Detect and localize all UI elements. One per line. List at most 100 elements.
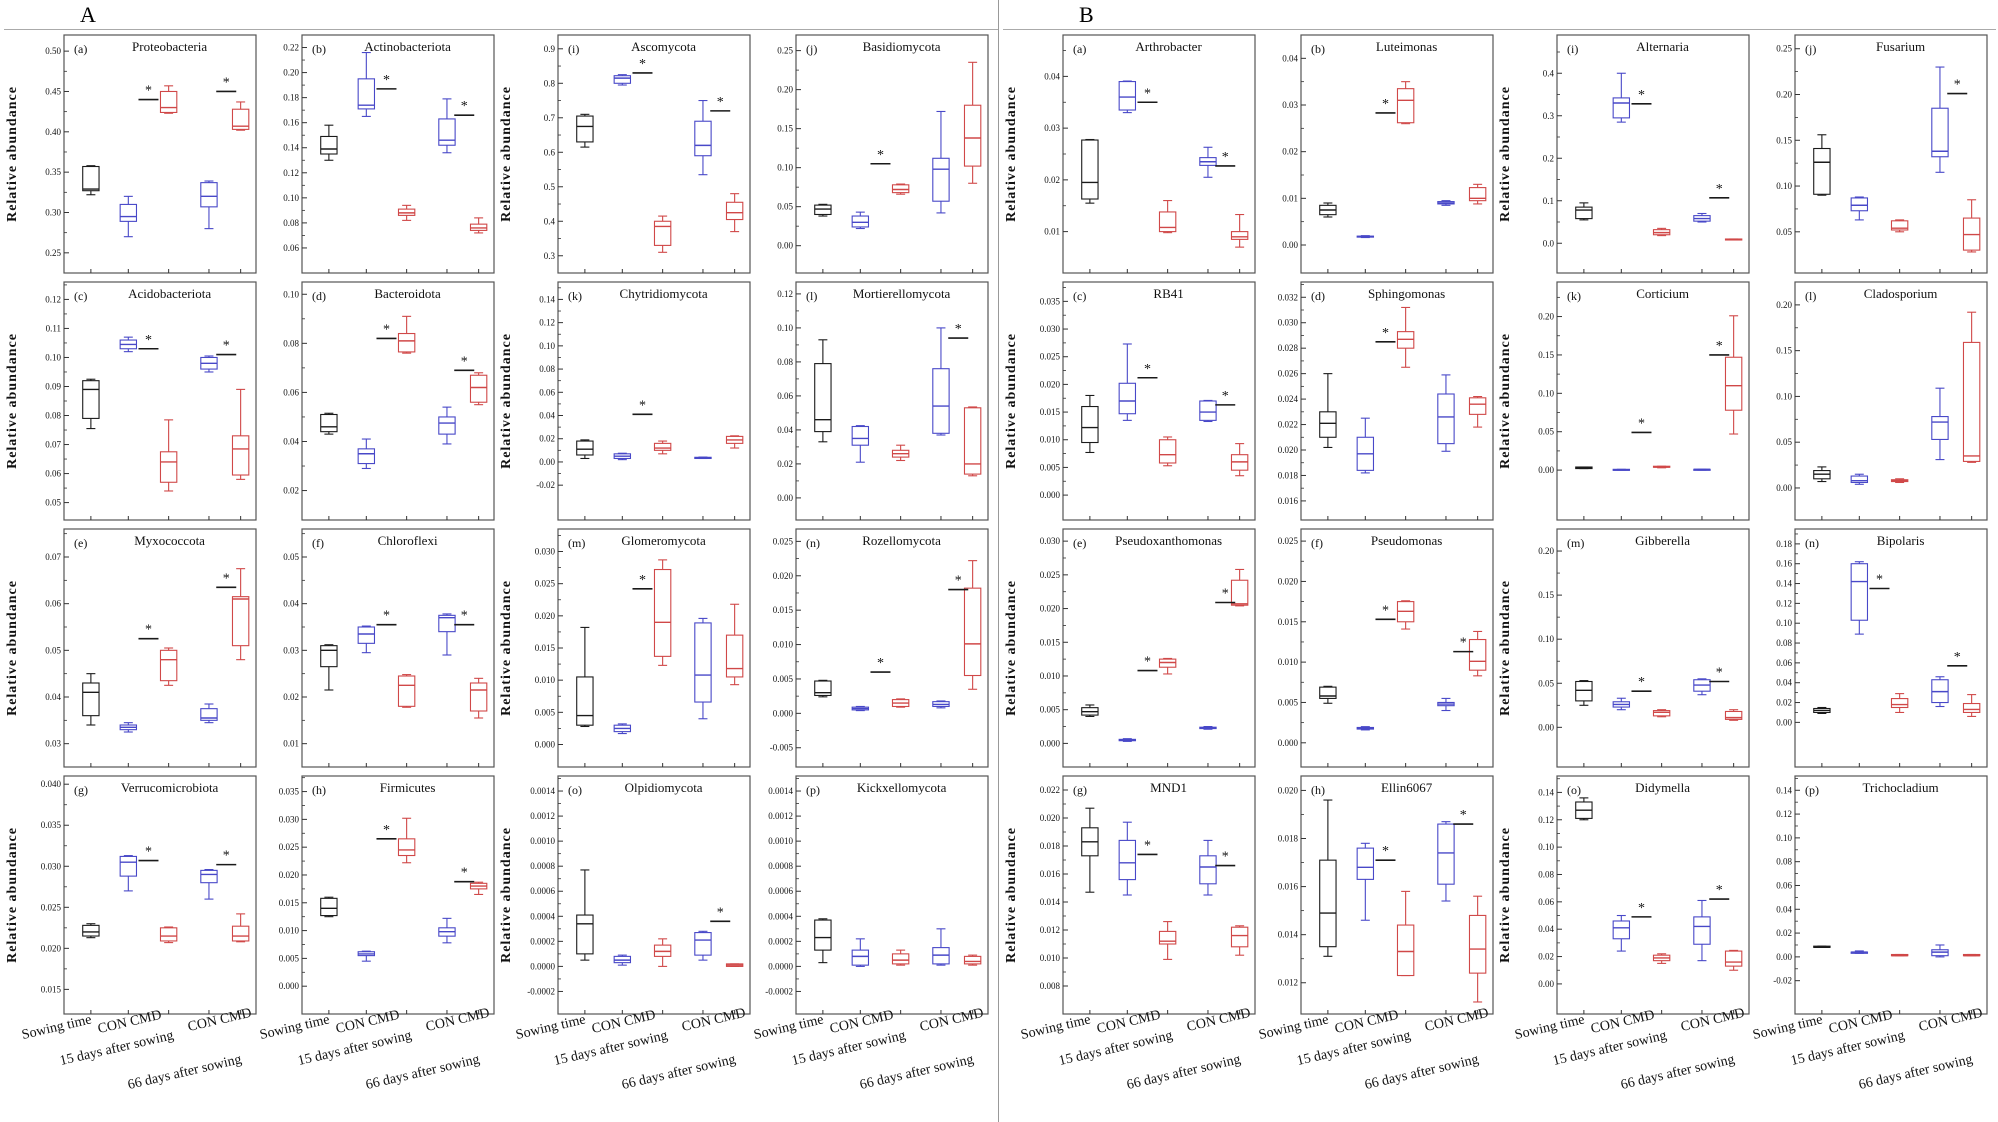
y-axis-title-text: Relative abundance [5,332,20,469]
box-cmd66 [1962,953,1981,957]
y-tick-label: 0.40 [45,127,61,137]
y-tick-label: 0.03 [1044,123,1060,133]
box-cmd66 [231,913,250,943]
asterisk: * [145,333,152,348]
x-label-sowing-time: Sowing time [1257,1012,1331,1044]
subplot-A-o-olpidiomycota: -0.0002 0.0000 0.0002 0.0004 0.0006 0.0008 0.0… [527,775,751,1015]
panel-b: B Relative abundance 0.01 0.02 0.03 0.04 (a) A… [998,0,1996,1122]
box-con66 [1437,200,1455,206]
box-cmd15 [1396,81,1415,125]
box-cmd15 [891,444,910,462]
y-tick-label: 0.06 [1538,897,1554,907]
box-cmd15 [1158,657,1177,675]
significance-marker-d66: * [454,866,475,883]
subplot-letter: (o) [568,783,582,797]
y-tick-label: 0.015 [1278,617,1299,627]
box-cmd15 [1890,953,1909,957]
significance-marker-d66: * [1215,850,1236,867]
subplot-row: Relative abundance 0.05 0.06 0.07 0.08 0.09 0.… [4,277,998,524]
y-tick-label: 0.09 [45,381,61,391]
y-axis-title: Relative abundance [4,524,22,771]
y-axis-title: Relative abundance [498,277,516,524]
subplot-A-i-ascomycota: 0.3 0.4 0.5 0.6 0.7 0.8 0.9 (i) Ascomycota * * [544,34,751,274]
y-tick-label: 0.10 [1776,181,1792,191]
subplot-title: Verrucomicrobiota [121,780,219,795]
x-label-sowing-time: Sowing time [258,1012,332,1044]
asterisk: * [145,84,152,99]
box-cmd66 [231,388,250,480]
subplot-A-g-verrucomicrobiota: 0.015 0.020 0.025 0.030 0.035 0.040 (g) Verruco… [41,775,257,1015]
box-con66 [694,99,712,176]
y-tick-label: 0.0 [1543,238,1555,248]
subplot-title: Basidiomycota [863,39,941,54]
box-sowing [1319,202,1337,218]
box-cmd15 [397,204,416,221]
y-tick-label: 0.02 [777,459,793,469]
box-sowing [1319,685,1337,704]
asterisk: * [1382,844,1389,859]
subplot-letter: (d) [1311,289,1325,303]
y-tick-label: 0.015 [41,984,62,994]
box-sowing [320,644,338,691]
y-tick-label: 0.015 [535,643,556,653]
x-label-15-days: 15 days after sowing [1789,1028,1907,1070]
subplot-title: Rozellomycota [862,533,941,548]
asterisk: * [877,148,884,163]
subplot-letter: (p) [1805,783,1819,797]
box-sowing [320,896,338,918]
y-tick-label: 0.16 [1776,559,1792,569]
box-cmd66 [1230,443,1249,477]
y-tick-label: 0.014 [1040,897,1061,907]
box-cmd66 [725,193,744,233]
y-tick-label: 0.10 [45,352,61,362]
y-tick-label: 0.04 [777,425,793,435]
significance-marker-d15: * [138,84,159,101]
subplot-B-g-mnd1: 0.008 0.010 0.012 0.014 0.016 0.018 0.020 0.022… [1040,775,1256,1015]
subplot-title: Proteobacteria [132,39,207,54]
significance-marker-d66: * [1215,389,1236,406]
box-cmd15 [653,559,672,666]
y-tick-label: 0.018 [1278,834,1299,844]
asterisk: * [639,57,646,72]
subplot-title: Mortierellomycota [853,286,951,301]
box-cmd66 [1230,568,1249,607]
y-axis-title-text: Relative abundance [1498,826,1513,963]
x-label-66-days: 66 days after sowing [1857,1052,1975,1094]
subplot-title: Pseudomonas [1371,533,1443,548]
y-tick-label: 0.00 [1538,722,1554,732]
y-tick-label: 0.3 [544,251,556,261]
y-tick-label: 0.6 [544,147,556,157]
box-con15 [1118,343,1137,421]
box-con66 [694,930,712,961]
y-tick-label: 0.00 [777,241,793,251]
y-tick-label: 0.025 [1278,536,1299,546]
y-tick-label: 0.005 [535,707,556,717]
box-con66 [1693,212,1711,223]
y-tick-label: 0.00 [1282,240,1298,250]
y-tick-label: -0.0002 [765,986,793,996]
subplot-letter: (m) [1567,536,1584,550]
y-tick-label: 0.0000 [768,961,793,971]
box-cmd15 [159,926,178,944]
y-tick-label: 0.032 [1278,292,1298,302]
significance-marker-d15: * [376,823,397,840]
y-tick-label: 0.010 [1040,671,1061,681]
subplot-letter: (g) [1073,783,1087,797]
x-label-15-days: 15 days after sowing [1295,1028,1413,1070]
box-sowing [814,918,832,964]
y-tick-label: 0.005 [1040,462,1061,472]
y-tick-label: 0.4 [1543,68,1555,78]
y-tick-label: 0.5 [544,182,556,192]
significance-marker-d66: * [1709,339,1730,356]
significance-marker-d15: * [632,573,653,590]
subplot-B-k-corticium: 0.00 0.05 0.10 0.15 0.20 (k) Corticium * * [1538,281,1750,521]
box-con15 [1850,196,1869,221]
x-label-sowing-time: Sowing time [1751,1012,1825,1044]
y-tick-label: 0.11 [46,323,61,333]
y-tick-label: 0.024 [1278,394,1299,404]
x-axis-labels: Sowing time CON CMD CON CMD 15 days after s… [258,1006,498,1106]
subplot-letter: (d) [312,289,326,303]
subplot-title: Kickxellomycota [857,780,947,795]
subplot-A-b-actinobacteriota: 0.06 0.08 0.10 0.12 0.14 0.16 0.18 0.20 0.22 (b) A… [283,34,495,274]
